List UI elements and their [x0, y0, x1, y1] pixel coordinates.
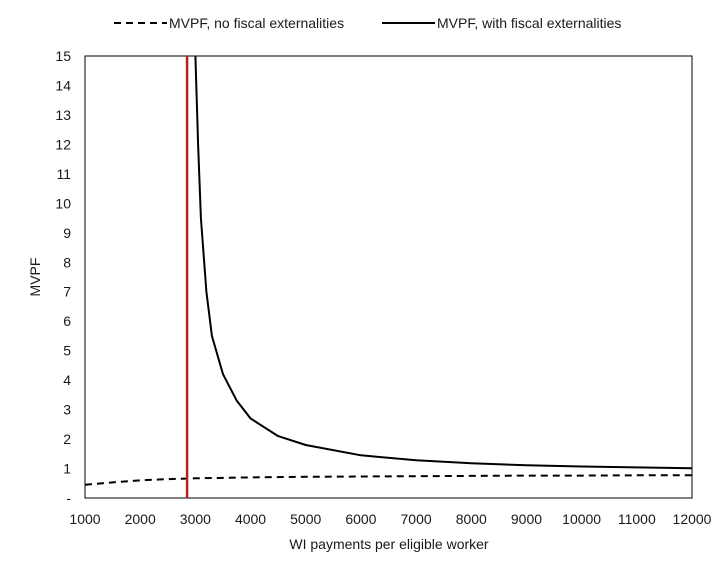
legend: MVPF, no fiscal externalities MVPF, with … [114, 15, 621, 31]
y-tick-label: 12 [55, 136, 71, 152]
y-tick-label: 8 [63, 254, 71, 270]
x-tick-label: 8000 [456, 511, 487, 527]
y-tick-label: 15 [55, 48, 71, 64]
x-tick-label: 2000 [125, 511, 156, 527]
x-tick-label: 12000 [673, 511, 712, 527]
x-tick-label: 6000 [345, 511, 376, 527]
x-tick-label: 9000 [511, 511, 542, 527]
y-tick-label: 11 [56, 166, 71, 182]
y-tick-label: 1 [63, 461, 71, 477]
series-line-no-fiscal-externalities [85, 474, 692, 486]
y-tick-label: 2 [63, 431, 71, 447]
x-tick-label: 4000 [235, 511, 266, 527]
x-axis-ticks: 1000 2000 3000 4000 5000 6000 7000 8000 9000 1000… [69, 511, 711, 527]
x-tick-label: 11000 [618, 511, 656, 527]
y-axis-title: MVPF [27, 258, 43, 297]
x-tick-label: 10000 [562, 511, 601, 527]
x-tick-label: 5000 [290, 511, 321, 527]
y-tick-label: 4 [63, 372, 71, 388]
y-tick-label: 3 [63, 402, 71, 418]
y-tick-label: 7 [63, 284, 71, 300]
y-tick-label: 14 [55, 77, 71, 93]
x-tick-label: 7000 [401, 511, 432, 527]
y-tick-label: 9 [63, 225, 71, 241]
x-axis-title: WI payments per eligible worker [289, 536, 489, 552]
series-line-with-fiscal-externalities [194, 56, 692, 470]
y-tick-label: 10 [55, 195, 71, 211]
y-tick-label: - [66, 490, 71, 506]
x-tick-label: 1000 [69, 511, 100, 527]
x-tick-label: 3000 [180, 511, 211, 527]
y-tick-label: 6 [63, 313, 71, 329]
plot-area [84, 55, 693, 499]
y-tick-label: 5 [63, 343, 71, 359]
legend-label: MVPF, no fiscal externalities [169, 15, 344, 31]
legend-label: MVPF, with fiscal externalities [437, 15, 621, 31]
plot-frame [84, 55, 693, 499]
y-tick-label: 13 [55, 107, 71, 123]
